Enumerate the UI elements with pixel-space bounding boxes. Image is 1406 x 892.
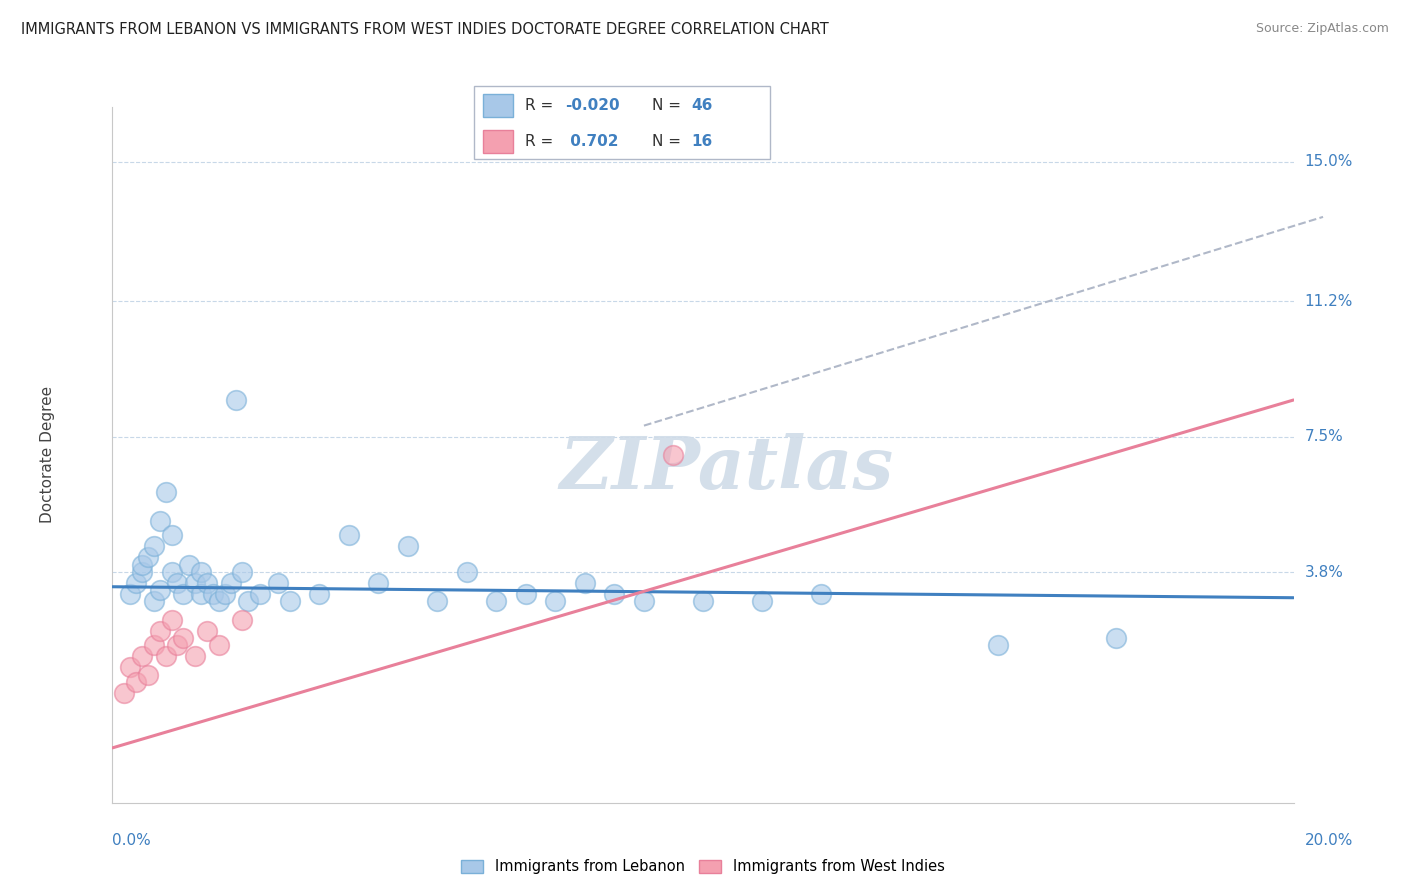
Point [184,576,207,591]
Text: ZIPatlas: ZIPatlas [560,434,894,504]
Point [120,660,142,674]
Point [574,576,596,591]
Text: R =: R = [526,98,558,112]
Point [112,686,135,700]
Point [172,631,194,645]
Point [131,565,153,579]
Point [155,649,177,664]
Point [208,594,231,608]
Bar [484,130,513,153]
Text: 0.702: 0.702 [565,134,619,149]
Point [456,565,478,579]
Point [231,613,253,627]
Point [485,594,508,608]
Point [149,624,172,638]
Text: 16: 16 [692,134,713,149]
Legend: Immigrants from Lebanon, Immigrants from West Indies: Immigrants from Lebanon, Immigrants from… [456,854,950,880]
Point [308,587,330,601]
Point [142,540,165,554]
Text: Doctorate Degree: Doctorate Degree [39,386,55,524]
Point [195,624,218,638]
Point [166,576,188,591]
Point [633,594,655,608]
Point [195,576,218,591]
Point [155,484,177,499]
Point [160,528,183,542]
Text: Source: ZipAtlas.com: Source: ZipAtlas.com [1256,22,1389,36]
Point [751,594,773,608]
Point [692,594,714,608]
Text: 0.0%: 0.0% [112,833,152,848]
Point [136,667,159,681]
Text: N =: N = [652,134,686,149]
Text: 7.5%: 7.5% [1305,429,1343,444]
Point [987,638,1010,652]
Point [184,649,207,664]
Point [515,587,537,601]
Point [120,587,142,601]
Point [142,594,165,608]
Point [225,392,247,407]
Point [662,448,685,462]
Point [149,514,172,528]
Point [214,587,236,601]
Point [367,576,389,591]
Point [160,565,183,579]
Point [179,558,201,572]
Point [160,613,183,627]
Point [142,638,165,652]
Point [238,594,260,608]
Point [201,587,224,601]
Point [810,587,832,601]
Point [219,576,242,591]
Text: 15.0%: 15.0% [1305,154,1353,169]
Point [337,528,360,542]
Point [149,583,172,598]
Point [190,587,212,601]
Text: -0.020: -0.020 [565,98,620,112]
Point [267,576,290,591]
Text: 11.2%: 11.2% [1305,293,1353,309]
Point [131,649,153,664]
Point [396,540,419,554]
Point [603,587,626,601]
Point [172,587,194,601]
Point [125,675,148,690]
Text: N =: N = [652,98,686,112]
Text: IMMIGRANTS FROM LEBANON VS IMMIGRANTS FROM WEST INDIES DOCTORATE DEGREE CORRELAT: IMMIGRANTS FROM LEBANON VS IMMIGRANTS FR… [21,22,830,37]
Point [249,587,271,601]
Point [136,550,159,565]
Bar [484,94,513,117]
Point [208,638,231,652]
Text: 3.8%: 3.8% [1305,565,1344,580]
Text: R =: R = [526,134,558,149]
Point [231,565,253,579]
Point [544,594,567,608]
Point [1105,631,1128,645]
Point [190,565,212,579]
Point [125,576,148,591]
Point [278,594,301,608]
Text: 20.0%: 20.0% [1305,833,1353,848]
FancyBboxPatch shape [474,87,770,159]
Point [166,638,188,652]
Point [131,558,153,572]
Point [426,594,449,608]
Text: 46: 46 [692,98,713,112]
